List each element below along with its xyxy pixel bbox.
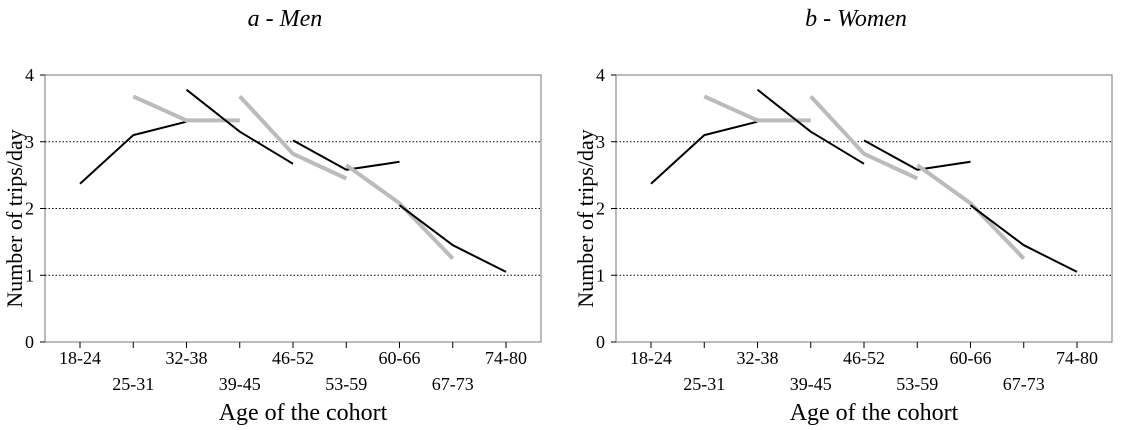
series-line [809,95,919,181]
y-tick-label: 1 [25,265,34,285]
y-tick-label: 4 [596,65,605,85]
series-line [185,88,294,165]
y-axis-label: Number of trips/day [2,129,27,307]
x-tick-label: 67-73 [432,374,474,394]
series-line [292,139,400,171]
chart-title: a - Men [247,6,323,32]
x-tick-label: 25-31 [683,374,725,394]
y-tick-label: 1 [596,265,605,285]
series-line [345,163,455,260]
series-line [703,94,811,123]
series-line [756,88,865,165]
series-line [132,94,240,123]
series-line [238,95,348,181]
x-tick-label: 60-66 [950,348,992,368]
x-tick-label: 32-38 [166,348,208,368]
x-tick-label: 18-24 [59,348,101,368]
y-tick-label: 3 [25,132,34,152]
y-tick-label: 2 [596,199,605,219]
series-line [650,120,758,185]
x-tick-label: 74-80 [1056,348,1098,368]
chart-panel-men: a - Men 0 1 2 3 4 18-24 32-38 46-52 60-66 74-80 25… [0,0,570,430]
x-tick-label: 60-66 [379,348,421,368]
chart-men-svg: 0 1 2 3 4 18-24 32-38 46-52 60-66 74-80 25-31 39-45… [2,65,542,426]
x-tick-label: 25-31 [112,374,154,394]
chart-panel-women: b - Women 0 1 2 3 4 18-24 32-38 46-52 60-66 74-80… [571,0,1141,430]
y-tick-label: 3 [596,132,605,152]
y-axis-label: Number of trips/day [573,129,598,307]
x-tick-label: 53-59 [325,374,367,394]
chart-title: b - Women [805,6,907,32]
x-tick-label: 53-59 [896,374,938,394]
y-tick-label: 0 [596,332,605,352]
x-tick-label: 74-80 [485,348,527,368]
x-tick-label: 39-45 [790,374,832,394]
x-tick-label: 46-52 [843,348,885,368]
y-tick-label: 2 [25,199,34,219]
x-axis-label: Age of the cohort [219,400,388,426]
chart-women-svg: 0 1 2 3 4 18-24 32-38 46-52 60-66 74-80 25-31 39-45… [573,65,1113,426]
x-tick-label: 18-24 [630,348,672,368]
series-line [916,163,1026,260]
x-tick-label: 32-38 [737,348,779,368]
x-axis-label: Age of the cohort [790,400,959,426]
series-line [969,204,1078,273]
y-tick-label: 0 [25,332,34,352]
series-line [863,139,971,171]
x-tick-label: 39-45 [219,374,261,394]
series-line [398,204,507,273]
x-tick-label: 46-52 [272,348,314,368]
y-tick-label: 4 [25,65,34,85]
series-line [79,120,187,185]
x-tick-label: 67-73 [1003,374,1045,394]
